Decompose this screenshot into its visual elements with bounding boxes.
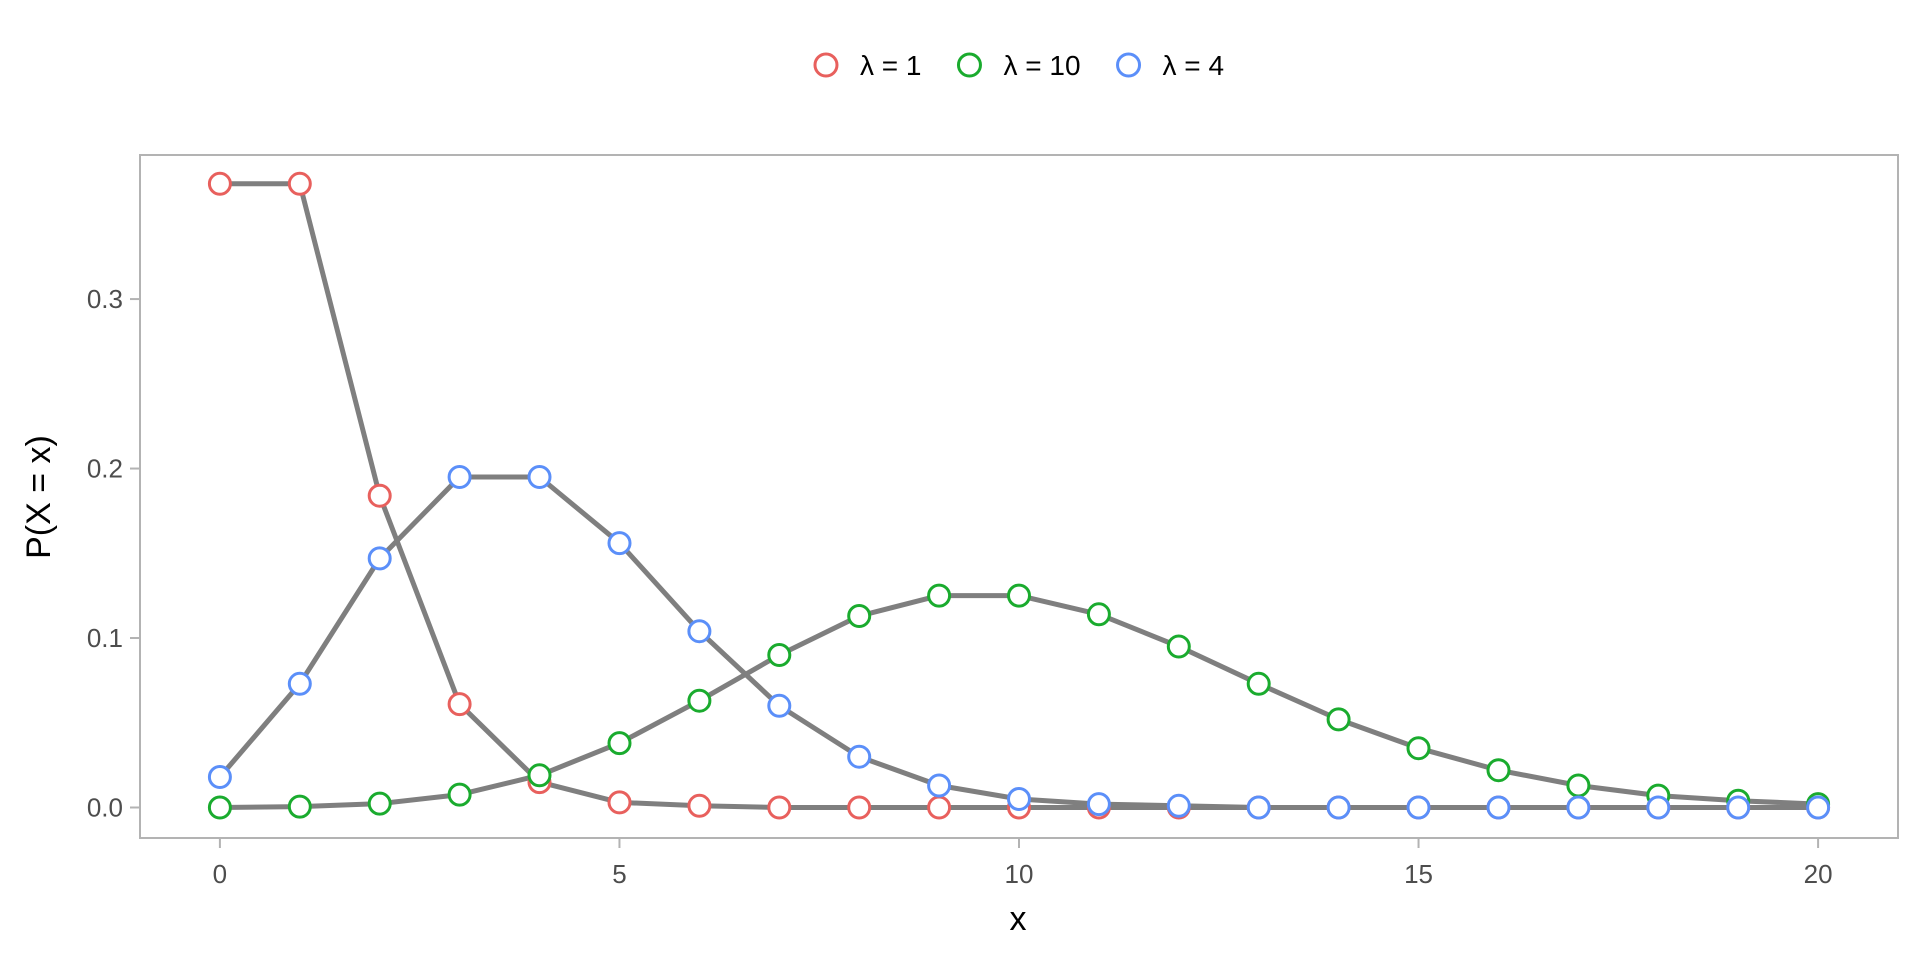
x-axis-title: x	[1010, 900, 1027, 938]
y-axis-title: P(X = x)	[20, 435, 58, 559]
data-point	[767, 643, 792, 667]
data-point	[207, 171, 232, 196]
data-point	[607, 531, 632, 556]
plot-panel	[139, 154, 1899, 839]
data-point	[1486, 795, 1511, 820]
series-line	[217, 474, 1821, 810]
data-point	[1326, 795, 1351, 820]
y-tick-label: 0.2	[87, 454, 123, 484]
data-point	[847, 744, 872, 769]
data-point	[527, 465, 552, 489]
x-tick-label: 10	[1005, 859, 1034, 889]
data-point	[447, 465, 472, 489]
data-point	[1806, 795, 1831, 820]
legend-label: λ = 1	[860, 50, 921, 81]
data-point	[367, 483, 392, 508]
data-point	[927, 795, 952, 820]
data-point	[447, 782, 472, 807]
data-point	[1246, 671, 1271, 696]
data-point	[287, 671, 312, 696]
legend-item: λ = 10	[956, 50, 1081, 81]
data-point	[1246, 795, 1271, 820]
x-tick-label: 0	[213, 859, 227, 889]
data-point	[1726, 795, 1751, 820]
data-point	[367, 546, 392, 571]
y-tick-label: 0.0	[87, 792, 123, 822]
legend-label: λ = 10	[1003, 50, 1080, 81]
legend-key	[1116, 52, 1142, 78]
data-point	[1646, 795, 1671, 820]
y-axis: 0.0 0.1 0.2 0.3	[87, 284, 140, 822]
data-point	[287, 794, 312, 819]
legend-item: λ = 4	[1116, 50, 1224, 81]
data-point	[1406, 795, 1431, 820]
x-tick-label: 5	[612, 859, 626, 889]
legend-item: λ = 1	[813, 50, 921, 81]
data-point	[607, 731, 632, 756]
data-point	[1166, 793, 1191, 818]
data-point	[207, 795, 232, 820]
data-point	[1326, 707, 1351, 732]
data-point	[687, 688, 712, 713]
x-axis: 0 5 10 15 20	[213, 838, 1833, 889]
data-point	[767, 693, 792, 718]
series-points	[207, 171, 1831, 820]
data-point	[287, 171, 312, 196]
data-point	[607, 790, 632, 815]
data-point	[207, 765, 232, 789]
data-point	[767, 795, 792, 820]
legend-label: λ = 4	[1163, 50, 1224, 81]
data-point	[1086, 602, 1111, 627]
y-tick-label: 0.1	[87, 623, 123, 653]
data-point	[367, 791, 392, 816]
data-point	[847, 604, 872, 628]
legend-key	[956, 52, 982, 78]
data-point	[687, 793, 712, 818]
legend-key	[813, 52, 839, 78]
y-tick-label: 0.3	[87, 284, 123, 314]
data-point	[1007, 787, 1031, 811]
data-point	[1086, 792, 1111, 817]
legend: λ = 1 λ = 10 λ = 4	[813, 50, 1224, 81]
data-point	[1486, 758, 1511, 783]
data-point	[927, 583, 952, 608]
data-point	[527, 763, 552, 788]
data-point	[847, 795, 872, 820]
data-point	[1406, 736, 1431, 761]
data-point	[447, 692, 472, 717]
data-point	[1007, 583, 1031, 608]
data-point	[1566, 773, 1591, 798]
x-tick-label: 20	[1804, 859, 1833, 889]
data-point	[687, 619, 712, 644]
x-tick-label: 15	[1404, 859, 1433, 889]
data-point	[1566, 795, 1591, 820]
data-point	[927, 773, 952, 798]
data-point	[1166, 634, 1191, 659]
